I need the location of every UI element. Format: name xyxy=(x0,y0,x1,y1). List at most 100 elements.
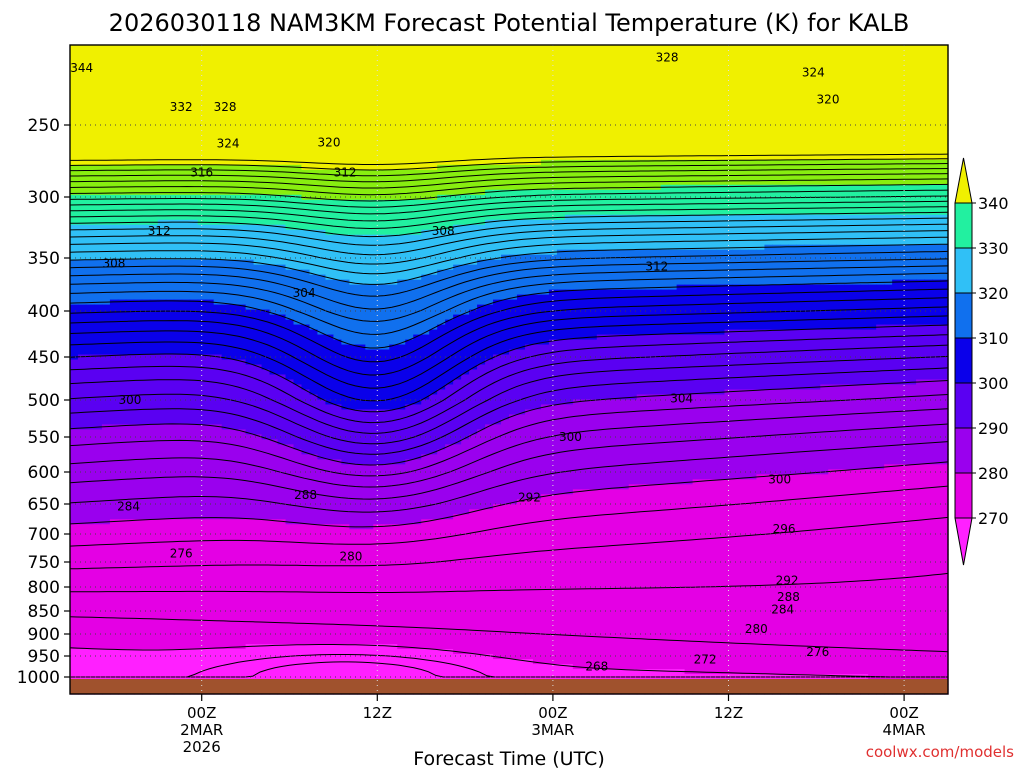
contour-fill-cell xyxy=(580,244,590,251)
contour-fill-cell xyxy=(540,109,550,116)
contour-fill-cell xyxy=(125,244,135,251)
contour-fill-cell xyxy=(261,79,271,86)
contour-fill-cell xyxy=(397,64,406,71)
contour-fill-cell xyxy=(477,144,486,151)
contour-fill-cell xyxy=(724,254,734,261)
contour-fill-cell xyxy=(932,149,941,156)
contour-fill-cell xyxy=(405,89,414,96)
contour-fill-cell xyxy=(692,94,702,101)
contour-fill-cell xyxy=(405,149,414,156)
contour-fill-cell xyxy=(708,179,718,186)
contour-fill-cell xyxy=(844,119,853,126)
contour-fill-cell xyxy=(269,99,279,106)
contour-fill-cell xyxy=(309,99,319,106)
contour-fill-cell xyxy=(141,94,151,101)
contour-fill-cell xyxy=(764,54,773,61)
contour-fill-cell xyxy=(556,74,566,81)
contour-fill-cell xyxy=(325,244,334,251)
contour-fill-cell xyxy=(437,179,446,186)
contour-fill-cell xyxy=(109,64,119,71)
contour-fill-cell xyxy=(165,264,175,271)
contour-fill-cell xyxy=(668,45,678,51)
contour-fill-cell xyxy=(125,184,135,191)
contour-fill-cell xyxy=(141,234,151,241)
contour-fill-cell xyxy=(820,144,829,151)
contour-fill-cell xyxy=(437,254,446,261)
contour-fill-cell xyxy=(580,99,590,106)
contour-fill-cell xyxy=(628,159,638,166)
contour-fill-cell xyxy=(892,45,901,51)
contour-fill-cell xyxy=(596,224,606,231)
contour-fill-cell xyxy=(141,59,151,66)
contour-fill-cell xyxy=(245,45,255,51)
contour-fill-cell xyxy=(397,84,406,91)
contour-fill-cell xyxy=(181,179,191,186)
contour-fill-cell xyxy=(860,64,869,71)
contour-fill-cell xyxy=(844,184,853,191)
contour-fill-cell xyxy=(189,124,199,131)
contour-fill-cell xyxy=(900,74,909,81)
contour-fill-cell xyxy=(85,94,95,101)
contour-fill-cell xyxy=(501,64,510,71)
contour-fill-cell xyxy=(796,149,805,156)
contour-fill-cell xyxy=(181,154,191,161)
contour-fill-cell xyxy=(700,264,710,271)
contour-fill-cell xyxy=(788,94,797,101)
contour-fill-cell xyxy=(652,74,662,81)
contour-fill-cell xyxy=(732,254,742,261)
contour-fill-cell xyxy=(397,244,406,251)
contour-fill-cell xyxy=(325,269,334,276)
contour-fill-cell xyxy=(524,124,534,131)
contour-fill-cell xyxy=(916,249,925,256)
contour-fill-cell xyxy=(205,174,215,181)
contour-fill-cell xyxy=(692,89,702,96)
contour-fill-cell xyxy=(133,199,143,206)
contour-fill-cell xyxy=(524,254,534,261)
contour-fill-cell xyxy=(724,214,734,221)
contour-fill-cell xyxy=(532,54,542,61)
contour-fill-cell xyxy=(820,79,829,86)
contour-fill-cell xyxy=(812,45,821,51)
contour-fill-cell xyxy=(820,89,829,96)
contour-fill-cell xyxy=(556,154,566,161)
contour-fill-cell xyxy=(692,194,702,201)
contour-fill-cell xyxy=(772,54,781,61)
contour-fill-cell xyxy=(740,109,750,116)
contour-fill-cell xyxy=(668,64,678,71)
contour-fill-cell xyxy=(445,49,454,56)
contour-fill-cell xyxy=(285,84,295,91)
contour-fill-cell xyxy=(373,154,382,161)
contour-fill-cell xyxy=(900,164,909,171)
contour-fill-cell xyxy=(572,264,582,271)
contour-fill-cell xyxy=(229,84,239,91)
contour-fill-cell xyxy=(269,194,279,201)
contour-fill-cell xyxy=(141,119,151,126)
contour-fill-cell xyxy=(165,179,175,186)
contour-fill-cell xyxy=(381,224,390,231)
contour-fill-cell xyxy=(868,234,877,241)
contour-fill-cell xyxy=(429,59,438,66)
contour-fill-cell xyxy=(325,134,334,141)
contour-fill-cell xyxy=(205,209,215,216)
contour-fill-cell xyxy=(924,79,933,86)
contour-fill-cell xyxy=(205,69,215,76)
contour-fill-cell xyxy=(70,49,79,56)
contour-fill-cell xyxy=(461,129,470,136)
contour-fill-cell xyxy=(748,204,758,211)
contour-fill-cell xyxy=(924,194,933,201)
contour-fill-cell xyxy=(628,199,638,206)
contour-fill-cell xyxy=(445,84,454,91)
contour-fill-cell xyxy=(141,154,151,161)
contour-fill-cell xyxy=(884,259,893,266)
contour-fill-cell xyxy=(612,189,622,196)
contour-fill-cell xyxy=(828,264,837,271)
contour-fill-cell xyxy=(309,164,319,171)
contour-fill-cell xyxy=(756,224,766,231)
contour-fill-cell xyxy=(620,264,630,271)
contour-fill-cell xyxy=(85,79,95,86)
contour-fill-cell xyxy=(916,174,925,181)
contour-fill-cell xyxy=(644,154,654,161)
contour-fill-cell xyxy=(285,45,295,51)
contour-fill-cell xyxy=(381,124,390,131)
contour-fill-cell xyxy=(844,45,853,51)
